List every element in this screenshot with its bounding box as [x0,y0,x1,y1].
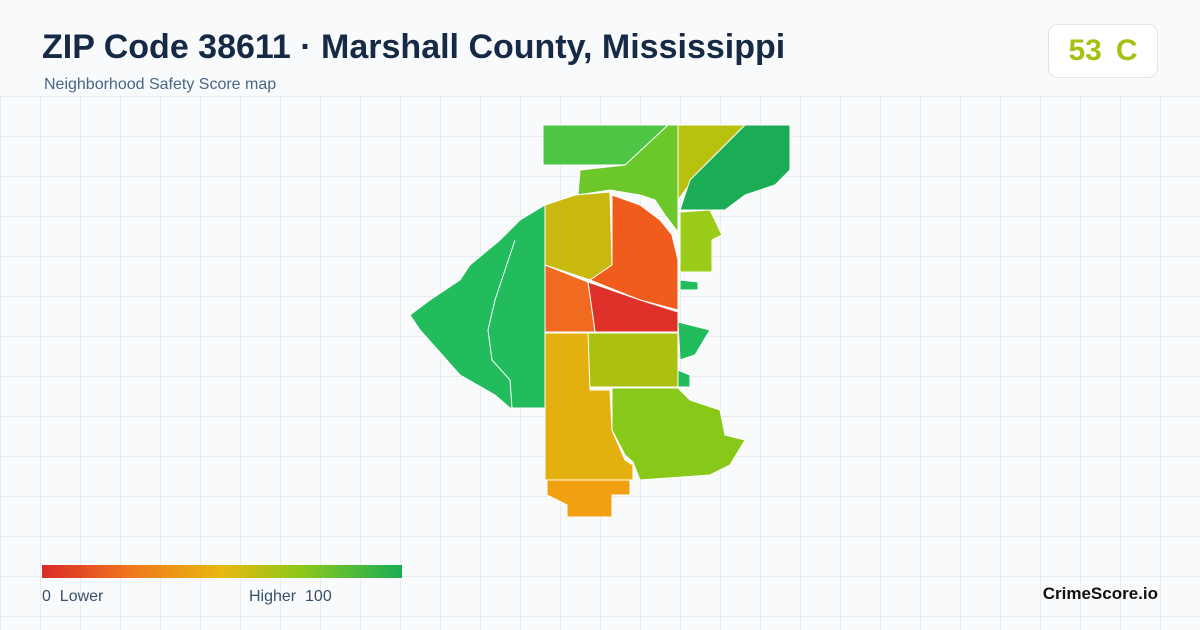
legend-gradient [42,565,402,578]
map-region [611,387,746,481]
map-border [487,239,516,409]
map-region [409,204,546,409]
legend-min: 0 [42,588,51,605]
legend-min-label: Lower [59,588,104,605]
header [0,0,1200,96]
map-region [679,279,699,291]
legend-max-label: Higher [249,588,297,605]
subtitle: Neighborhood Safety Score map [44,76,277,93]
score-grade: C [1115,34,1138,67]
map-region [544,191,613,281]
map-region [587,332,679,388]
legend-high: Higher 100 [249,588,332,606]
map-region [589,194,679,311]
legend-low: 0 Lower [42,588,103,606]
score-value: 53 [1068,34,1102,67]
map-region [546,479,631,518]
map-region [679,209,723,273]
title: ZIP Code 38611 · Marshall County, Missis… [42,28,786,66]
map-region [677,321,711,361]
map-region [679,124,791,211]
brand: CrimeScore.io [1042,584,1158,603]
map-region [677,369,691,388]
legend-max: 100 [305,588,332,605]
score-badge: 53 C [1048,24,1158,78]
